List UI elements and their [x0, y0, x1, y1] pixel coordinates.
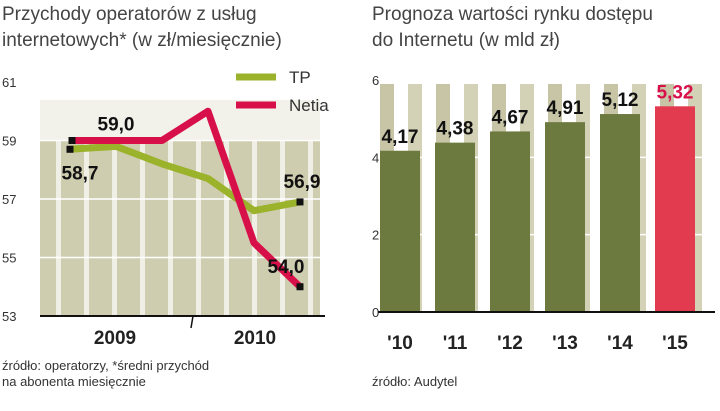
- netia-end-marker: [296, 283, 304, 291]
- x-tick-label: '11: [443, 333, 468, 354]
- bar-value-label: 4,17: [382, 127, 419, 148]
- left-source-note: źródło: operatorzy, *średni przychód na …: [2, 358, 210, 389]
- bar-14: [600, 114, 640, 312]
- bar-value-label: 5,32: [657, 82, 694, 103]
- x-tick-label: '10: [387, 333, 413, 354]
- left-chart-title: Przychody operatorów z usług internetowy…: [2, 4, 282, 51]
- netia-start-label: 59,0: [98, 115, 135, 136]
- tp-start-label: 58,7: [62, 163, 99, 184]
- y-tick-label: 57: [2, 192, 16, 207]
- bar-11: [435, 142, 475, 312]
- bar-10: [380, 150, 420, 312]
- y-tick-label: 4: [372, 150, 379, 165]
- x-tick-2010: 2010: [234, 328, 276, 349]
- netia-end-label: 54,0: [268, 257, 305, 278]
- tp-end-marker: [296, 198, 304, 206]
- legend-tp-label: TP: [289, 68, 311, 87]
- bar-value-label: 4,67: [492, 107, 529, 128]
- x-tick-label: '13: [552, 333, 578, 354]
- y-tick-label: 6: [372, 73, 379, 88]
- bar-value-label: 4,38: [437, 119, 474, 140]
- bar-value-label: 4,91: [547, 98, 584, 119]
- x-tick-label: '12: [497, 333, 523, 354]
- x-tick-label: '15: [662, 333, 688, 354]
- y-tick-label: 61: [2, 75, 16, 90]
- legend-netia-label: Netia: [289, 96, 329, 115]
- right-source-note: źródło: Audytel: [372, 374, 458, 389]
- series-line-tp: [69, 142, 301, 215]
- series-line-netia: [70, 107, 303, 290]
- y-tick-label: 2: [372, 228, 379, 243]
- line-chart: 53 55 57 59 61 59,0 58,7 56,9 54,0 TP Netia 2009…: [2, 68, 329, 349]
- bar-12: [490, 131, 530, 312]
- tp-start-marker: [66, 145, 74, 153]
- year-divider: [190, 315, 194, 329]
- bar-chart: 0 2 4 6 4,17 4,38 4,67 4,91 5,12 5,32 '10 '11 '12 '…: [372, 73, 715, 354]
- right-chart-title: Prognoza wartości rynku dostępu do Inter…: [372, 4, 653, 51]
- bar-13: [545, 122, 585, 312]
- x-tick-2009: 2009: [94, 328, 136, 349]
- x-tick-label: '14: [607, 333, 633, 354]
- y-tick-label: 53: [2, 309, 16, 324]
- netia-start-marker: [68, 137, 76, 144]
- y-tick-label: 55: [2, 251, 16, 266]
- y-tick-label: 59: [2, 134, 16, 149]
- bar-value-label: 5,12: [602, 90, 639, 111]
- tp-end-label: 56,9: [284, 172, 321, 193]
- bar-15: [655, 106, 695, 312]
- y-tick-label: 0: [372, 305, 379, 320]
